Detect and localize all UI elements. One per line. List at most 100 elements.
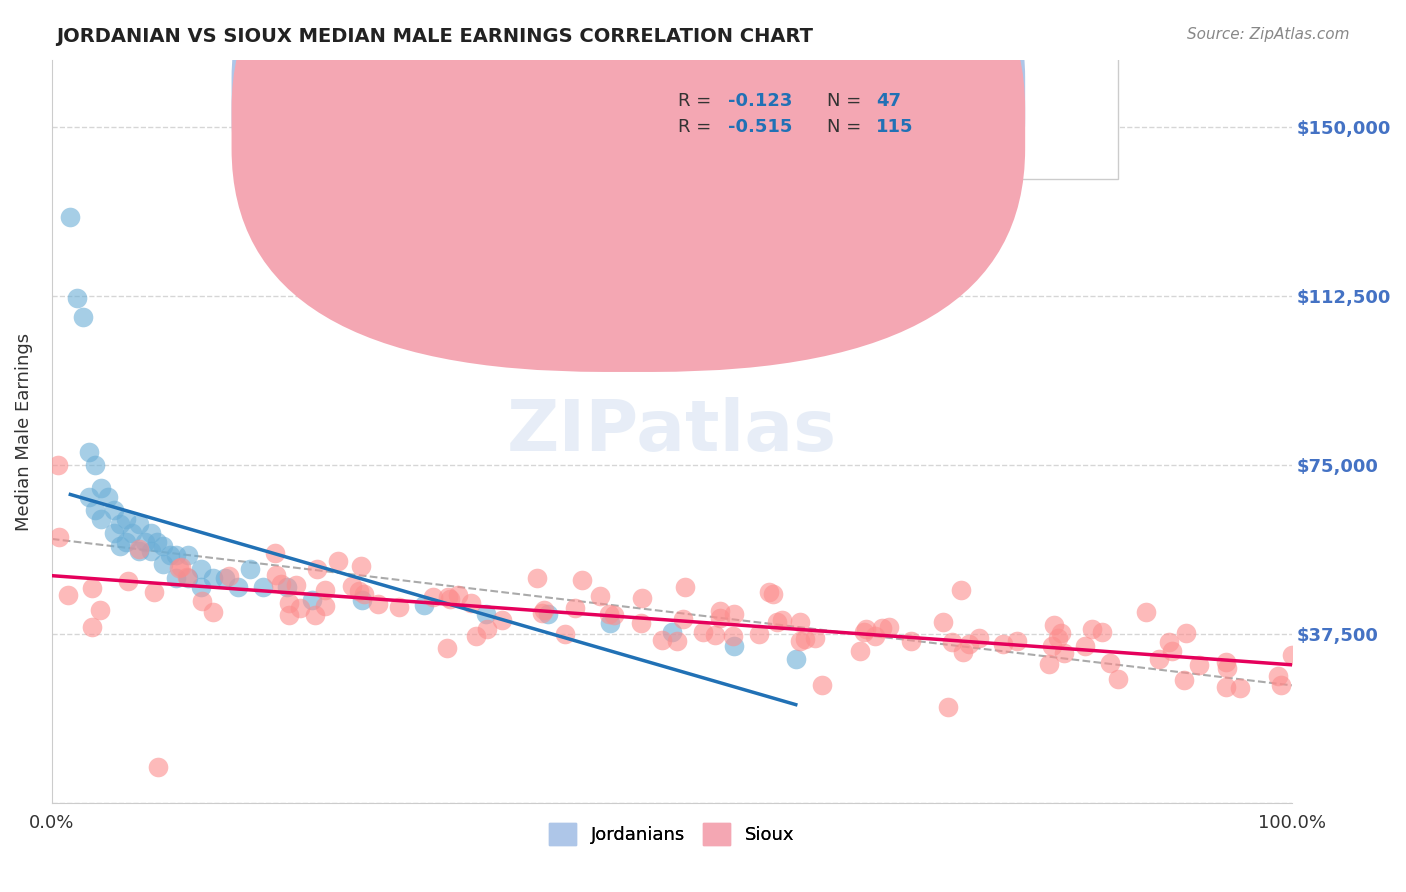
Point xyxy=(991,637,1014,651)
Text: Source: ZipAtlas.com: Source: ZipAtlas.com xyxy=(1187,27,1350,42)
Point xyxy=(537,607,560,621)
Point xyxy=(1005,634,1028,648)
Point xyxy=(526,571,548,585)
Point xyxy=(941,635,963,649)
Point xyxy=(564,601,586,615)
Point xyxy=(789,633,811,648)
Point xyxy=(603,608,626,623)
Point xyxy=(1040,639,1063,653)
Point xyxy=(277,597,299,611)
Point xyxy=(115,512,138,526)
Point xyxy=(460,596,482,610)
Point xyxy=(723,607,745,622)
Point xyxy=(1229,681,1251,695)
Point xyxy=(214,571,236,585)
Point xyxy=(855,623,877,637)
Point xyxy=(1091,624,1114,639)
Point xyxy=(167,561,190,575)
Point xyxy=(598,607,620,621)
Point xyxy=(709,610,731,624)
Point xyxy=(770,613,793,627)
Point xyxy=(264,546,287,560)
Point xyxy=(288,600,311,615)
Point xyxy=(115,534,138,549)
Point xyxy=(969,632,991,646)
Point xyxy=(665,633,688,648)
Y-axis label: Median Male Earnings: Median Male Earnings xyxy=(15,333,32,531)
Point xyxy=(90,481,112,495)
Text: -0.123: -0.123 xyxy=(727,92,792,110)
Point xyxy=(1187,658,1209,673)
Point xyxy=(1159,634,1181,648)
Point xyxy=(117,574,139,588)
Point xyxy=(170,560,193,574)
Point xyxy=(1215,655,1237,669)
Point xyxy=(932,615,955,630)
Point xyxy=(350,559,373,574)
Point xyxy=(1046,631,1069,645)
Point xyxy=(439,592,461,607)
Point xyxy=(530,606,553,620)
Point xyxy=(84,458,107,473)
Point xyxy=(239,562,262,576)
Point xyxy=(1175,626,1198,640)
Point xyxy=(90,512,112,526)
Point xyxy=(65,292,87,306)
Point xyxy=(785,652,807,666)
Point xyxy=(672,612,695,626)
Point xyxy=(1135,605,1157,619)
Point xyxy=(1038,657,1060,671)
Point xyxy=(1215,661,1237,675)
Point xyxy=(108,540,131,554)
Text: -0.515: -0.515 xyxy=(727,118,792,136)
Text: R =: R = xyxy=(678,118,717,136)
Point xyxy=(121,525,143,540)
Point xyxy=(793,632,815,647)
Point xyxy=(464,629,486,643)
Point xyxy=(56,588,79,602)
Point xyxy=(879,620,901,634)
Point xyxy=(437,591,460,605)
Point xyxy=(128,541,150,556)
Point xyxy=(270,577,292,591)
Text: N =: N = xyxy=(827,118,866,136)
Point xyxy=(589,590,612,604)
Point xyxy=(367,598,389,612)
Point xyxy=(264,567,287,582)
Point xyxy=(353,587,375,601)
Point xyxy=(849,644,872,658)
Point xyxy=(789,615,811,629)
Point xyxy=(1281,648,1303,663)
Point xyxy=(599,615,621,630)
Point xyxy=(811,678,834,692)
Point xyxy=(48,530,70,544)
FancyBboxPatch shape xyxy=(572,52,1118,178)
Point xyxy=(1049,625,1071,640)
Point xyxy=(436,640,458,655)
Point xyxy=(284,578,307,592)
Point xyxy=(89,603,111,617)
Point xyxy=(748,627,770,641)
Point xyxy=(952,645,974,659)
Point xyxy=(146,534,169,549)
Point xyxy=(103,525,125,540)
Point xyxy=(1215,681,1237,695)
Point xyxy=(314,583,336,598)
Point xyxy=(491,613,513,627)
Point xyxy=(1043,617,1066,632)
Point xyxy=(139,525,162,540)
Point xyxy=(1053,646,1076,660)
Point xyxy=(554,627,576,641)
Point xyxy=(863,629,886,643)
Point xyxy=(533,602,555,616)
Point xyxy=(758,585,780,599)
Point xyxy=(936,700,959,714)
Point xyxy=(673,581,696,595)
Point xyxy=(305,562,328,576)
Point xyxy=(278,607,301,622)
Point xyxy=(142,584,165,599)
Text: 115: 115 xyxy=(876,118,914,136)
Point xyxy=(148,760,170,774)
Text: 47: 47 xyxy=(876,92,901,110)
Point xyxy=(422,591,444,605)
